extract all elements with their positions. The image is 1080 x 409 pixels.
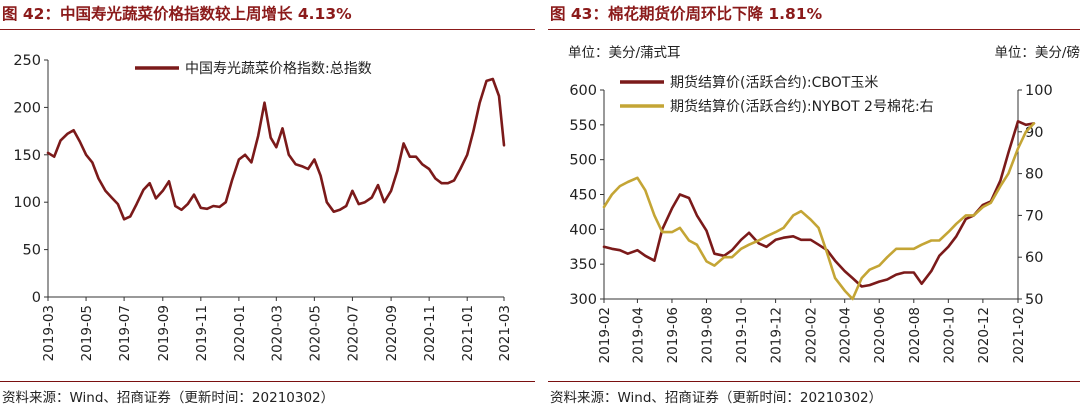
x-tick-label: 2020-04 bbox=[838, 307, 854, 363]
left-axis-unit: 单位：美分/蒲式耳 bbox=[568, 45, 681, 61]
y-tick-label-right: 90 bbox=[1025, 125, 1043, 141]
y-tick-label: 50 bbox=[23, 243, 41, 259]
x-tick-label: 2019-04 bbox=[630, 307, 646, 363]
corn-cotton-futures-chart: 300 350 400 450 500 550 600 50 60 70 80 90 100 2019-0… bbox=[569, 74, 1053, 363]
x-tick-label: 2020-06 bbox=[872, 307, 888, 363]
legend-label: 期货结算价(活跃合约):NYBOT 2号棉花:右 bbox=[670, 98, 934, 115]
x-tick-label: 2019-02 bbox=[597, 307, 613, 363]
y-tick-label: 100 bbox=[13, 195, 41, 211]
title-rule bbox=[548, 29, 1080, 30]
x-tick-label: 2020-05 bbox=[307, 305, 323, 361]
y-tick-label: 0 bbox=[32, 290, 41, 306]
x-tick-label: 2020-01 bbox=[232, 305, 248, 361]
left-panel: 图 42：中国寿光蔬菜价格指数较上周增长 4.13% 0 50 100 150 200 2… bbox=[0, 0, 535, 409]
x-tick-label: 2020-09 bbox=[384, 305, 400, 361]
x-tick-label: 2019-09 bbox=[156, 305, 172, 361]
x-tick-label: 2019-11 bbox=[194, 305, 210, 361]
x-tick-label: 2019-05 bbox=[79, 305, 95, 361]
source-note: 资料来源：Wind、招商证券（更新时间：20210302） bbox=[2, 390, 335, 406]
x-tick-label: 2020-08 bbox=[907, 307, 923, 363]
y-tick-label-right: 70 bbox=[1025, 208, 1043, 224]
y-tick-label-right: 100 bbox=[1025, 83, 1053, 99]
x-tick-label: 2020-10 bbox=[941, 307, 957, 363]
y-tick-label: 550 bbox=[569, 118, 597, 134]
x-tick-label: 2021-01 bbox=[460, 305, 476, 361]
source-rule bbox=[548, 381, 1080, 382]
x-tick-label: 2019-10 bbox=[734, 307, 750, 363]
y-tick-label: 350 bbox=[569, 257, 597, 273]
y-tick-label: 250 bbox=[13, 53, 41, 69]
y-tick-label-right: 60 bbox=[1025, 250, 1043, 266]
y-tick-label: 300 bbox=[569, 292, 597, 308]
y-tick-label: 200 bbox=[13, 100, 41, 116]
series-line-1 bbox=[46, 77, 506, 221]
title-rule bbox=[0, 29, 535, 30]
x-tick-label: 2019-03 bbox=[41, 305, 57, 361]
y-tick-label: 450 bbox=[569, 188, 597, 204]
right-axis-unit: 单位：美分/磅 bbox=[994, 45, 1080, 61]
x-tick-label: 2020-12 bbox=[976, 307, 992, 363]
legend-label: 中国寿光蔬菜价格指数:总指数 bbox=[185, 60, 372, 77]
x-tick-label: 2019-06 bbox=[665, 307, 681, 363]
y-tick-label: 400 bbox=[569, 222, 597, 238]
x-tick-label: 2020-11 bbox=[422, 305, 438, 361]
series-line-1 bbox=[602, 120, 1036, 288]
x-tick-label: 2020-07 bbox=[345, 305, 361, 361]
y-tick-label-right: 80 bbox=[1025, 167, 1043, 183]
y-tick-label: 600 bbox=[569, 83, 597, 99]
chart-title: 图 42：中国寿光蔬菜价格指数较上周增长 4.13% bbox=[2, 5, 352, 23]
x-tick-label: 2019-12 bbox=[769, 307, 785, 363]
vegetable-price-chart: 0 50 100 150 200 250 2019-03 2019-05 2019-07 2019… bbox=[13, 53, 513, 361]
x-tick-label: 2020-02 bbox=[804, 307, 820, 363]
x-tick-label: 2019-07 bbox=[117, 305, 133, 361]
chart-title: 图 43：棉花期货价周环比下降 1.81% bbox=[550, 5, 823, 23]
y-tick-label: 500 bbox=[569, 153, 597, 169]
x-tick-label: 2021-03 bbox=[497, 305, 513, 361]
x-tick-label: 2020-03 bbox=[269, 305, 285, 361]
right-panel: 图 43：棉花期货价周环比下降 1.81% 单位：美分/蒲式耳 单位：美分/磅 … bbox=[548, 0, 1080, 409]
legend-label: 期货结算价(活跃合约):CBOT玉米 bbox=[670, 74, 878, 91]
source-note: 资料来源：Wind、招商证券（更新时间：20210302） bbox=[550, 390, 883, 406]
source-rule bbox=[0, 381, 535, 382]
x-tick-label: 2021-02 bbox=[1011, 307, 1027, 363]
y-tick-label: 150 bbox=[13, 148, 41, 164]
y-tick-label-right: 50 bbox=[1025, 292, 1043, 308]
series-line-2 bbox=[602, 122, 1036, 301]
x-tick-label: 2019-08 bbox=[700, 307, 716, 363]
